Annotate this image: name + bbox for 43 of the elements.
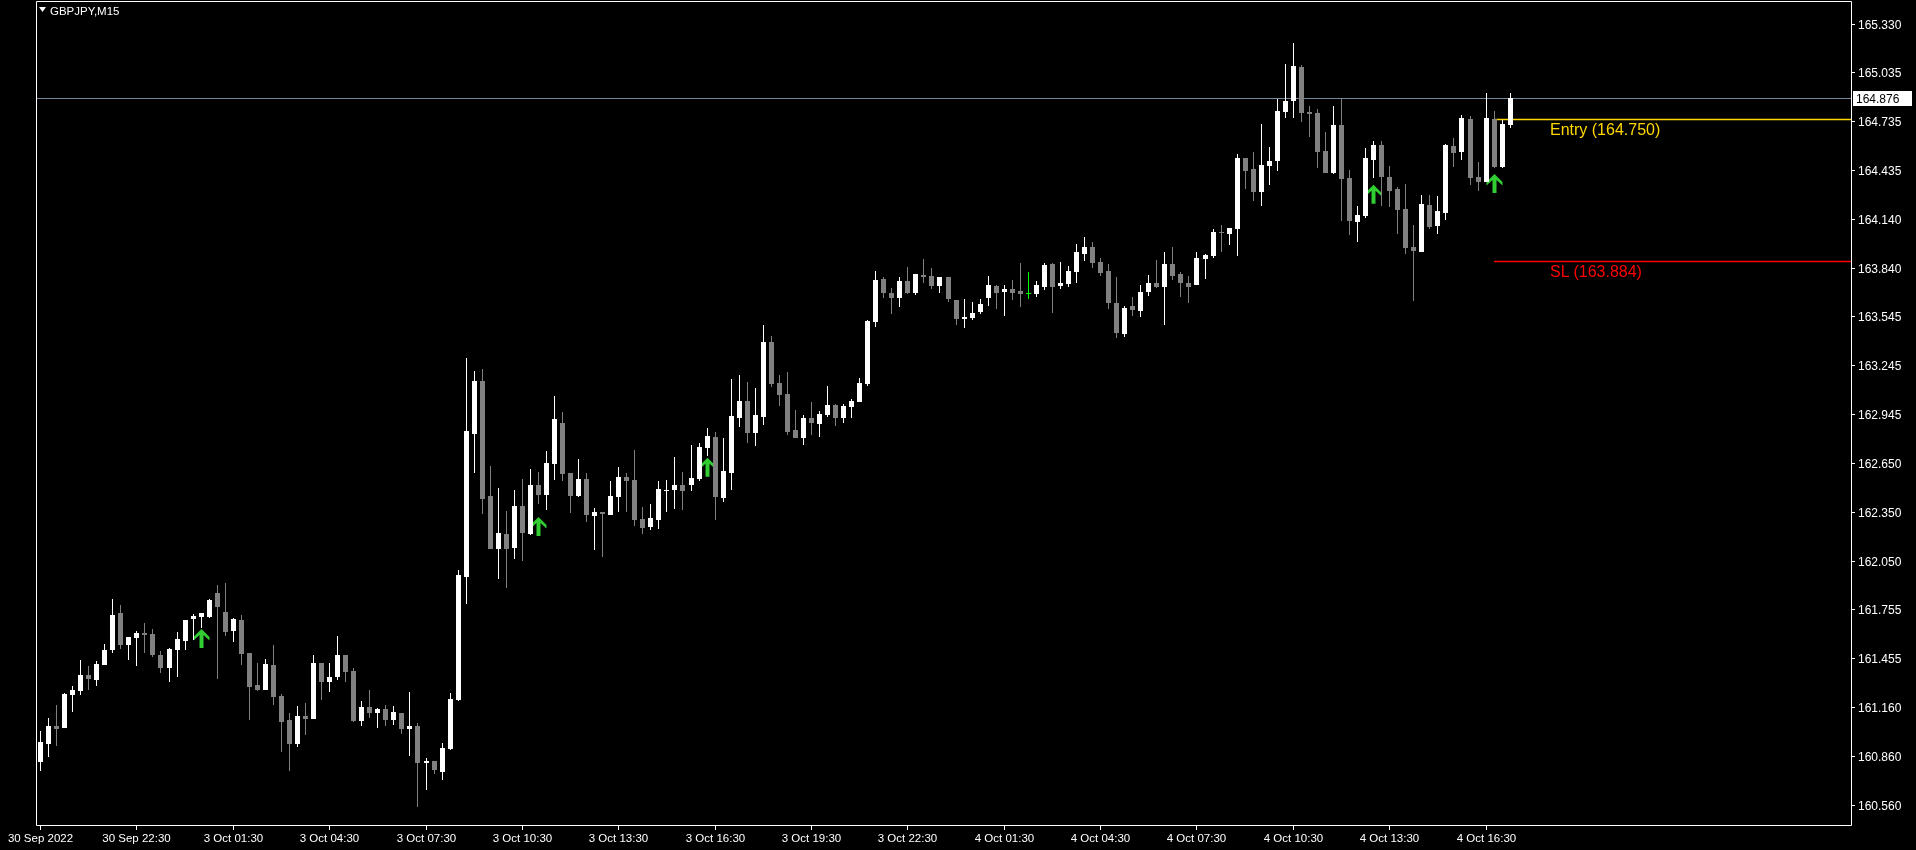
- y-tick-label: 163.840: [1858, 261, 1902, 276]
- y-tick-label: 160.860: [1858, 749, 1902, 764]
- x-tick-label: 3 Oct 16:30: [685, 832, 746, 844]
- ref-line-label: 164.876: [1856, 91, 1900, 106]
- point: [530, 516, 547, 536]
- x-tick-label: 4 Oct 13:30: [1359, 832, 1420, 844]
- x-tick-label: 3 Oct 07:30: [396, 832, 457, 844]
- point: [1365, 184, 1382, 204]
- x-tick-label: 3 Oct 04:30: [299, 832, 360, 844]
- x-tick-label: 3 Oct 13:30: [588, 832, 649, 844]
- x-tick-label: 4 Oct 01:30: [974, 832, 1035, 844]
- y-tick-label: 161.160: [1858, 700, 1902, 715]
- y-tick-label: 162.350: [1858, 505, 1902, 520]
- point: [1486, 173, 1503, 193]
- ref-line-label: SL (163.884): [1550, 263, 1642, 280]
- chart-title: GBPJPY,M15: [50, 5, 120, 17]
- x-tick-label: 30 Sep 22:30: [102, 832, 171, 844]
- x-tick-label: 4 Oct 04:30: [1070, 832, 1131, 844]
- y-tick-label: 165.330: [1858, 17, 1902, 32]
- x-tick-label: 4 Oct 10:30: [1263, 832, 1324, 844]
- y-tick-label: 163.245: [1858, 358, 1902, 373]
- y-tick-label: 160.560: [1858, 798, 1902, 813]
- y-tick-label: 162.050: [1858, 554, 1902, 569]
- y-tick-label: 165.035: [1858, 65, 1902, 80]
- candlestick: [424, 758, 429, 790]
- ref-line-label: Entry (164.750): [1550, 121, 1661, 138]
- x-tick-label: 3 Oct 19:30: [781, 832, 842, 844]
- candlestick: [600, 512, 605, 557]
- y-tick-label: 162.945: [1858, 407, 1902, 422]
- y-tick-label: 164.435: [1858, 163, 1902, 178]
- x-tick-label: 3 Oct 10:30: [492, 832, 553, 844]
- y-tick-label: 161.755: [1858, 602, 1902, 617]
- y-tick-label: 164.735: [1858, 114, 1902, 129]
- x-tick-label: 4 Oct 16:30: [1456, 832, 1517, 844]
- x-tick-label: 30 Sep 2022: [7, 832, 74, 844]
- x-tick-label: 3 Oct 01:30: [203, 832, 264, 844]
- x-tick-label: 3 Oct 22:30: [877, 832, 938, 844]
- y-tick-label: 161.455: [1858, 651, 1902, 666]
- y-tick-label: 162.650: [1858, 456, 1902, 471]
- y-tick-label: 163.545: [1858, 309, 1902, 324]
- x-tick-label: 4 Oct 07:30: [1166, 832, 1227, 844]
- point: [193, 629, 210, 649]
- y-tick-label: 164.140: [1858, 212, 1902, 227]
